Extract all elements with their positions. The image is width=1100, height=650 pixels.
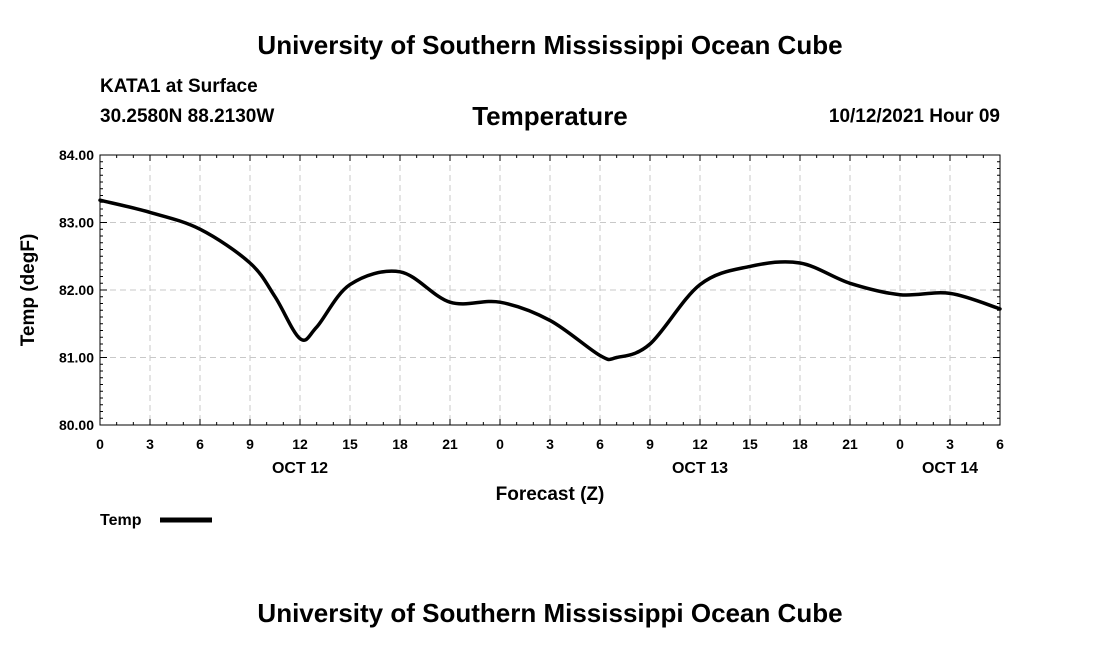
station-coordinates: 30.2580N 88.2130W	[100, 106, 275, 127]
x-tick-label: 6	[596, 436, 604, 452]
grid	[100, 155, 1000, 425]
x-tick-label: 18	[792, 436, 808, 452]
x-tick-label: 3	[146, 436, 154, 452]
x-tick-label: 12	[292, 436, 308, 452]
x-date-label: OCT 12	[272, 460, 328, 477]
x-tick-label: 6	[996, 436, 1004, 452]
x-tick-label: 0	[96, 436, 104, 452]
x-axis-label: Forecast (Z)	[496, 484, 605, 505]
x-tick-label: 0	[896, 436, 904, 452]
legend-label-temp: Temp	[100, 512, 142, 529]
page-title: University of Southern Mississippi Ocean…	[257, 30, 843, 60]
plot-frame	[99, 154, 1001, 426]
x-date-label: OCT 14	[922, 460, 978, 477]
x-tick-label: 3	[546, 436, 554, 452]
x-tick-label: 3	[946, 436, 954, 452]
variable-title: Temperature	[472, 101, 628, 131]
y-tick-label: 82.00	[59, 282, 94, 298]
legend: Temp	[100, 512, 212, 529]
x-tick-label: 21	[442, 436, 458, 452]
series-layer	[98, 198, 1002, 362]
x-tick-label: 6	[196, 436, 204, 452]
axis-labels: 0 3 6 9 12 15 18 21 0 3 6 9 12 15 18 21 0 3 6 OCT 12 OCT 13 O…	[59, 147, 1004, 477]
x-tick-label: 15	[342, 436, 358, 452]
y-tick-label: 81.00	[59, 350, 94, 366]
x-tick-label: 12	[692, 436, 708, 452]
x-tick-label: 9	[646, 436, 654, 452]
x-tick-label: 21	[842, 436, 858, 452]
station-label: KATA1 at Surface	[100, 76, 258, 97]
y-tick-label: 84.00	[59, 147, 94, 163]
y-tick-label: 83.00	[59, 215, 94, 231]
x-tick-label: 18	[392, 436, 408, 452]
x-tick-label: 15	[742, 436, 758, 452]
x-tick-label: 0	[496, 436, 504, 452]
y-tick-label: 80.00	[59, 417, 94, 433]
y-axis-label: Temp (degF)	[18, 234, 39, 347]
forecast-datetime: 10/12/2021 Hour 09	[828, 106, 1000, 127]
series-line-temp	[98, 198, 1002, 362]
x-tick-label: 9	[246, 436, 254, 452]
x-date-label: OCT 13	[672, 460, 728, 477]
footer-title: University of Southern Mississippi Ocean…	[257, 598, 843, 628]
